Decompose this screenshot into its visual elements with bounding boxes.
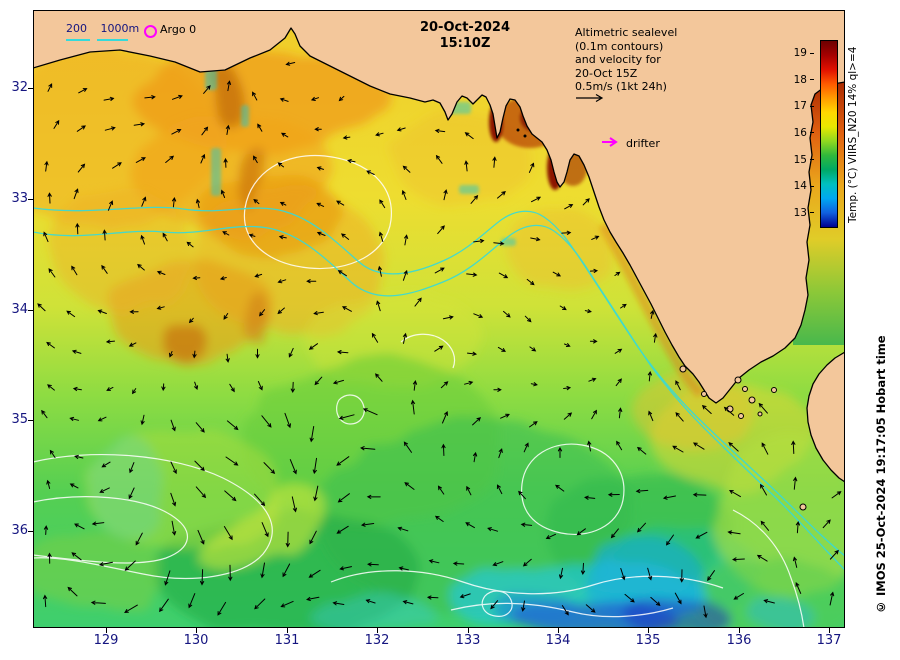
x-tick-mark [739, 628, 740, 633]
colorbar-tick: 13 [778, 207, 814, 219]
islands [679, 365, 807, 511]
colorbar-ticks: 19 18 17 16 15 14 13 [778, 47, 814, 219]
x-tick-label: 134 [545, 633, 571, 648]
annotation-line: 0.5m/s (1kt 24h) [575, 80, 667, 93]
coastline-yorke [806, 351, 845, 483]
plot-title: 20-Oct-2024 15:10Z [375, 20, 555, 52]
colorbar-tick: 19 [778, 47, 814, 59]
colorbar-tick: 17 [778, 100, 814, 112]
coastline-mainland [33, 10, 845, 404]
depth-1000-label: 1000m [100, 22, 140, 35]
colorbar-gradient [820, 40, 838, 228]
velocity-arrows [37, 61, 842, 619]
x-tick-mark [287, 628, 288, 633]
x-tick-label: 129 [93, 633, 119, 648]
x-tick-label: 137 [816, 633, 842, 648]
drifter-label: drifter [626, 137, 660, 150]
y-tick-label: 34 [11, 302, 28, 317]
title-time: 15:10Z [439, 36, 491, 51]
x-tick-mark [648, 628, 649, 633]
sst-map-plot [33, 10, 845, 628]
sealevel-contours [33, 154, 805, 628]
x-tick-label: 130 [183, 633, 209, 648]
x-tick-label: 132 [364, 633, 390, 648]
annotation-line: (0.1m contours) [575, 39, 664, 53]
land-mass [33, 10, 845, 511]
y-tick-label: 32 [11, 80, 28, 95]
x-tick-mark [377, 628, 378, 633]
annotation-line: and velocity for [575, 53, 661, 66]
y-tick-mark [28, 88, 33, 89]
depth-legend: 200 1000m [66, 22, 149, 35]
coastal-warm-strip [598, 222, 705, 398]
altimetry-annotation: Altimetric sealevel (0.1m contours) and … [575, 26, 695, 94]
velocity-scale-arrow-icon [576, 93, 604, 103]
cold-speckles [205, 68, 516, 246]
x-tick-mark [468, 628, 469, 633]
map-frame [33, 10, 845, 628]
colorbar-tick: 14 [778, 180, 814, 192]
y-tick-mark [28, 531, 33, 532]
colorbar-tick: 15 [778, 154, 814, 166]
x-tick-mark [196, 628, 197, 633]
islet-dots [516, 128, 527, 138]
y-tick-mark [28, 420, 33, 421]
x-tick-label: 136 [726, 633, 752, 648]
argo-float-icon [144, 25, 157, 38]
x-tick-label: 131 [274, 633, 300, 648]
bathymetry-contours [33, 206, 845, 571]
x-tick-label: 133 [455, 633, 481, 648]
drifter-arrow-icon [602, 137, 618, 147]
x-tick-mark [829, 628, 830, 633]
x-tick-mark [106, 628, 107, 633]
y-tick-mark [28, 199, 33, 200]
argo-label: Argo 0 [160, 23, 197, 36]
title-date: 20-Oct-2024 [419, 20, 511, 35]
depth-200-label: 200 [66, 22, 87, 35]
copyright-credit: © IMOS 25-Oct-2024 19:17:05 Hobart time [874, 335, 888, 615]
colorbar-tick: 18 [778, 74, 814, 86]
colorbar-axis-label: Temp. (°C) VIIRS_N20 14% ql>=4 [847, 46, 859, 224]
annotation-line: 20-Oct 15Z [575, 66, 638, 80]
depth-contour-swatch-icon [66, 39, 128, 41]
sst-patches [33, 50, 845, 628]
y-tick-label: 36 [11, 523, 28, 538]
colorbar-tick: 16 [778, 127, 814, 139]
y-tick-mark [28, 310, 33, 311]
annotation-line: Altimetric sealevel [575, 26, 678, 39]
x-tick-label: 135 [635, 633, 661, 648]
y-tick-label: 33 [11, 191, 28, 206]
y-tick-label: 35 [11, 412, 28, 427]
x-tick-mark [558, 628, 559, 633]
